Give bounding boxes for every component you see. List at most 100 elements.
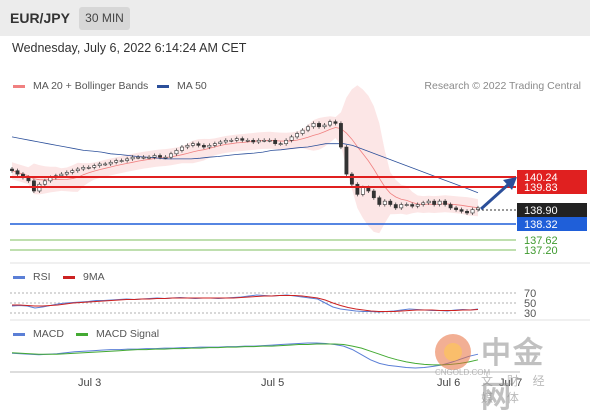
candle-up <box>185 145 190 148</box>
candle-up <box>267 139 272 142</box>
candle-up <box>190 143 195 146</box>
candle-down <box>196 143 201 146</box>
candle-down <box>355 183 360 195</box>
candle-up <box>59 173 64 177</box>
watermark-logo-icon <box>435 334 471 370</box>
candle-down <box>344 146 349 175</box>
candle-down <box>333 121 338 124</box>
ma50-swatch <box>157 84 169 88</box>
forecast-arrowhead <box>503 177 517 190</box>
rsi-ma-swatch <box>63 275 75 279</box>
candle-up <box>229 139 234 142</box>
candle-up <box>470 209 475 214</box>
rsi-level-label: 50 <box>524 298 536 310</box>
candle-up <box>426 200 431 204</box>
candle-up <box>437 200 442 205</box>
macd-signal-line <box>11 343 479 366</box>
candle-down <box>371 190 376 199</box>
candle-up <box>328 121 332 126</box>
current-price: 138.90 <box>524 205 558 217</box>
candle-up <box>212 143 217 146</box>
candle-up <box>234 138 239 141</box>
candle-up <box>245 139 250 142</box>
candle-down <box>377 197 382 205</box>
x-label-jul3: Jul 3 <box>78 377 102 389</box>
credit: Research © 2022 Trading Central <box>424 80 581 92</box>
candle-down <box>339 123 343 148</box>
legend-macd-signal: MACD Signal <box>76 328 159 340</box>
candle-down <box>240 138 245 141</box>
candle-up <box>119 160 124 162</box>
candle-up <box>169 153 173 158</box>
candle-down <box>410 204 415 207</box>
candle-up <box>92 165 97 168</box>
candle-up <box>174 150 179 155</box>
candle-up <box>311 123 316 128</box>
price-pane <box>10 85 480 234</box>
resistance-price-tag <box>517 170 587 194</box>
ma20-line <box>11 127 479 209</box>
candle-up <box>147 156 151 159</box>
macd-swatch <box>13 332 25 336</box>
watermark-url: CNGOLD.COM <box>435 368 491 377</box>
candle-up <box>476 207 480 210</box>
legend-rsi: RSI <box>13 271 51 283</box>
candle-down <box>251 139 256 143</box>
currency-pair: EUR/JPY <box>10 10 70 26</box>
candle-up <box>278 143 283 145</box>
candle-down <box>32 180 36 192</box>
candle-down <box>465 210 469 214</box>
ma50-line <box>11 136 479 194</box>
candle-up <box>404 204 409 206</box>
rsi-swatch <box>13 275 25 279</box>
legend-macd-label: MACD <box>33 328 64 340</box>
candle-down <box>15 170 20 175</box>
candle-down <box>454 207 458 210</box>
candle-up <box>322 124 327 128</box>
candle-down <box>201 145 206 148</box>
timeframe-badge[interactable]: 30 MIN <box>79 7 130 30</box>
candle-up <box>295 133 300 138</box>
candle-down <box>366 187 371 192</box>
candle-up <box>256 139 261 143</box>
candle-down <box>459 209 464 212</box>
rsi-line <box>11 294 479 313</box>
x-label-jul7: Jul 7 <box>499 377 523 389</box>
macd-signal-swatch <box>76 332 88 336</box>
candle-up <box>163 156 168 159</box>
rsi-level-label: 70 <box>524 288 536 300</box>
candle-down <box>10 168 14 172</box>
candle-up <box>81 167 86 170</box>
candle-up <box>289 136 294 141</box>
candle-down <box>388 200 393 205</box>
candle-down <box>349 173 354 185</box>
macd-pane <box>11 342 479 369</box>
resistance-2-price: 139.83 <box>524 182 558 194</box>
datetime-label: Wednesday, July 6, 2022 6:14:24 AM CET <box>12 41 247 55</box>
current-price-tag <box>517 203 587 217</box>
watermark: 中金网 CNGOLD.COM 文 财 经 媒 体 <box>433 328 573 415</box>
candle-up <box>64 172 69 175</box>
x-label-jul5: Jul 5 <box>261 377 285 389</box>
rsi-ma-line <box>12 295 479 312</box>
candle-up <box>136 156 141 159</box>
candle-up <box>152 155 157 158</box>
legend-rsi-ma-label: 9MA <box>83 271 105 283</box>
candle-up <box>207 145 212 148</box>
candle-up <box>114 160 119 163</box>
resistance-1-price: 140.24 <box>524 172 558 184</box>
legend-ma50: MA 50 <box>157 80 207 92</box>
candle-up <box>284 139 289 144</box>
candle-up <box>223 139 228 143</box>
candle-down <box>158 155 162 158</box>
candle-up <box>42 180 47 185</box>
legend-macd: MACD <box>13 328 64 340</box>
legend-rsi-ma: 9MA <box>63 271 105 283</box>
candle-up <box>75 168 80 172</box>
candle-up <box>360 187 365 195</box>
candle-up <box>103 163 108 166</box>
legend-ma20-label: MA 20 + Bollinger Bands <box>33 80 149 92</box>
ma20-swatch <box>13 84 25 88</box>
candle-up <box>125 158 130 161</box>
candle-up <box>300 129 305 134</box>
